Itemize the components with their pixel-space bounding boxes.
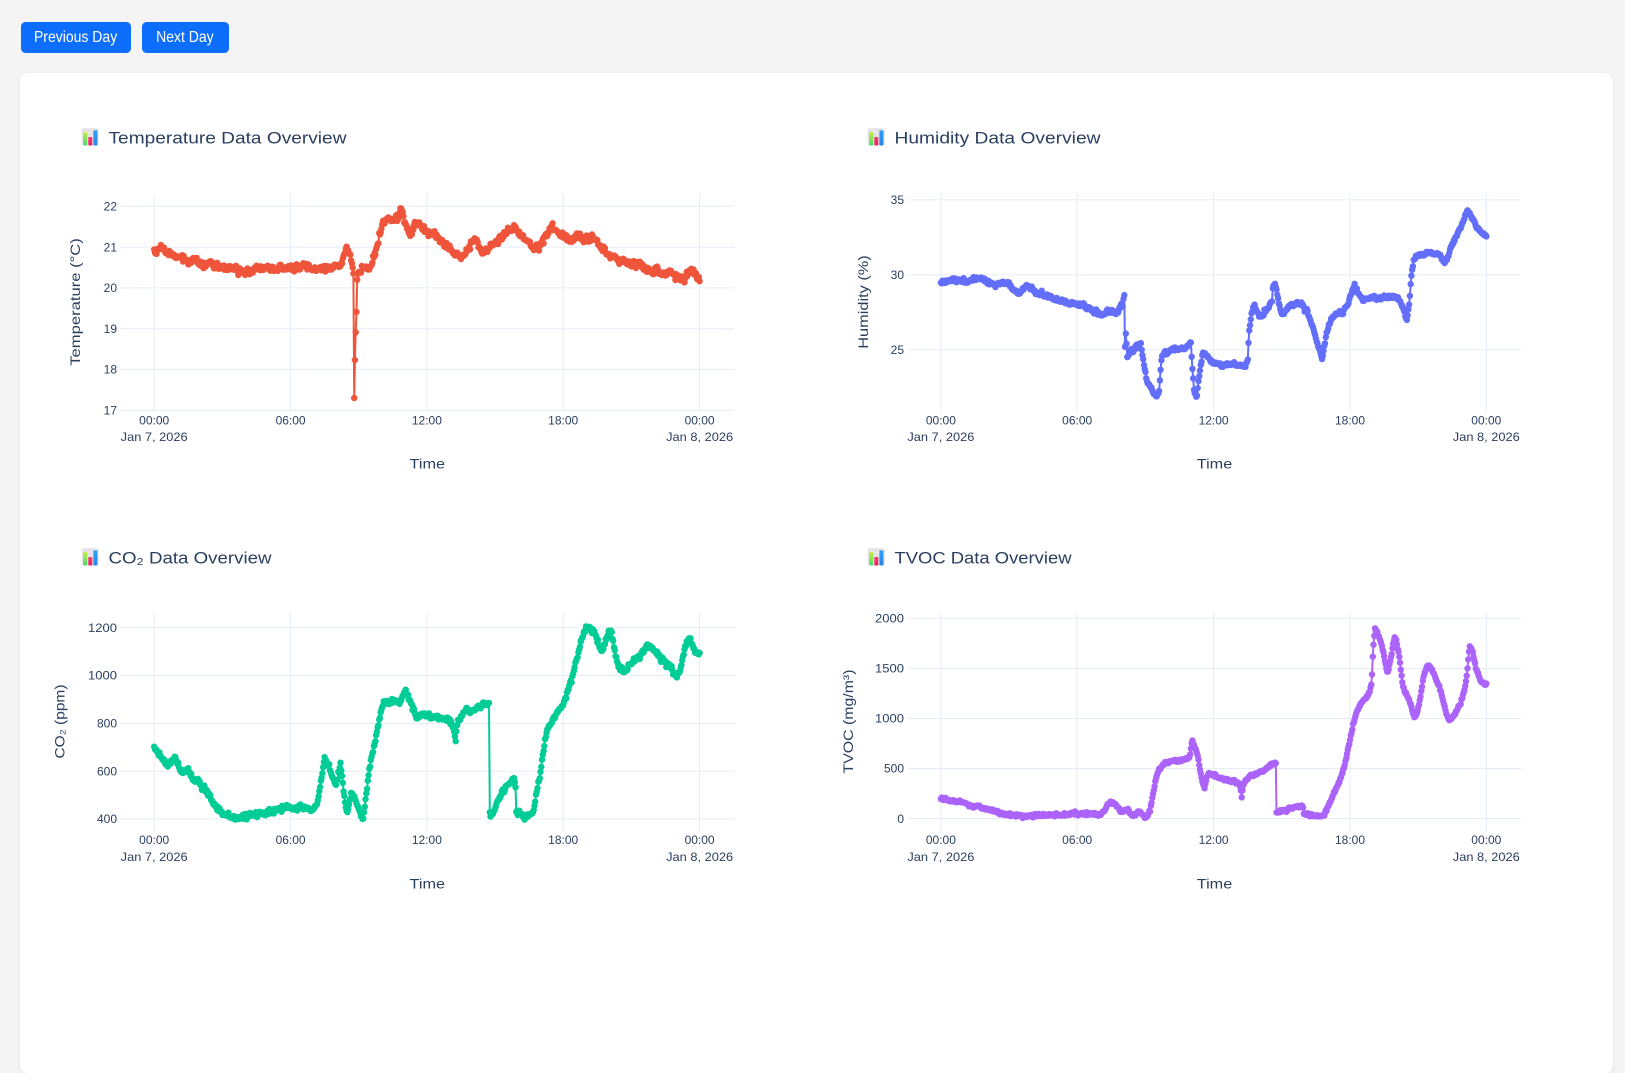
svg-text:00:00: 00:00 bbox=[139, 833, 169, 847]
svg-text:CO₂ Data Overview: CO₂ Data Overview bbox=[109, 549, 273, 568]
svg-text:18: 18 bbox=[104, 363, 118, 377]
svg-text:TVOC Data Overview: TVOC Data Overview bbox=[895, 549, 1073, 568]
svg-text:800: 800 bbox=[97, 717, 117, 731]
svg-text:0: 0 bbox=[897, 812, 904, 826]
svg-text:18:00: 18:00 bbox=[1335, 833, 1365, 847]
svg-text:00:00: 00:00 bbox=[139, 414, 169, 428]
svg-text:22: 22 bbox=[104, 200, 118, 214]
svg-text:00:00: 00:00 bbox=[926, 414, 956, 428]
svg-text:18:00: 18:00 bbox=[1335, 414, 1365, 428]
svg-text:19: 19 bbox=[104, 322, 118, 336]
svg-text:25: 25 bbox=[891, 343, 905, 357]
svg-text:1000: 1000 bbox=[88, 669, 117, 683]
svg-text:1500: 1500 bbox=[875, 662, 904, 676]
svg-text:400: 400 bbox=[97, 812, 117, 826]
svg-text:20: 20 bbox=[104, 281, 118, 295]
svg-text:18:00: 18:00 bbox=[548, 414, 578, 428]
svg-text:00:00: 00:00 bbox=[1471, 833, 1501, 847]
svg-text:Jan 8, 2026: Jan 8, 2026 bbox=[666, 850, 733, 864]
svg-text:Jan 8, 2026: Jan 8, 2026 bbox=[666, 430, 733, 444]
svg-text:1200: 1200 bbox=[88, 621, 117, 635]
svg-text:Humidity (%): Humidity (%) bbox=[855, 255, 871, 349]
svg-text:Humidity Data Overview: Humidity Data Overview bbox=[895, 129, 1102, 148]
svg-text:1000: 1000 bbox=[875, 712, 904, 726]
svg-text:00:00: 00:00 bbox=[1471, 414, 1501, 428]
svg-text:Jan 7, 2026: Jan 7, 2026 bbox=[907, 850, 974, 864]
svg-text:21: 21 bbox=[104, 240, 118, 254]
svg-text:Time: Time bbox=[1197, 456, 1233, 472]
svg-text:12:00: 12:00 bbox=[1199, 833, 1229, 847]
svg-text:00:00: 00:00 bbox=[685, 833, 715, 847]
svg-text:CO₂ (ppm): CO₂ (ppm) bbox=[52, 685, 68, 759]
svg-text:12:00: 12:00 bbox=[412, 833, 442, 847]
svg-text:Jan 7, 2026: Jan 7, 2026 bbox=[907, 430, 974, 444]
svg-text:TVOC (mg/m³): TVOC (mg/m³) bbox=[840, 670, 856, 774]
svg-text:Jan 8, 2026: Jan 8, 2026 bbox=[1453, 430, 1520, 444]
svg-text:06:00: 06:00 bbox=[1062, 833, 1092, 847]
svg-text:12:00: 12:00 bbox=[1199, 414, 1229, 428]
svg-text:30: 30 bbox=[891, 268, 905, 282]
svg-text:35: 35 bbox=[891, 193, 905, 207]
svg-text:17: 17 bbox=[104, 403, 118, 417]
svg-text:06:00: 06:00 bbox=[276, 414, 306, 428]
svg-text:06:00: 06:00 bbox=[1062, 414, 1092, 428]
svg-text:18:00: 18:00 bbox=[548, 833, 578, 847]
svg-text:00:00: 00:00 bbox=[685, 414, 715, 428]
svg-text:Jan 7, 2026: Jan 7, 2026 bbox=[121, 850, 188, 864]
svg-text:06:00: 06:00 bbox=[276, 833, 306, 847]
svg-text:500: 500 bbox=[884, 762, 904, 776]
svg-text:Time: Time bbox=[410, 456, 446, 472]
svg-text:Time: Time bbox=[1197, 876, 1233, 892]
svg-text:Time: Time bbox=[410, 876, 446, 892]
svg-text:00:00: 00:00 bbox=[926, 833, 956, 847]
svg-text:Temperature Data Overview: Temperature Data Overview bbox=[109, 129, 348, 148]
svg-text:Jan 7, 2026: Jan 7, 2026 bbox=[121, 430, 188, 444]
svg-text:2000: 2000 bbox=[875, 612, 904, 626]
svg-text:Jan 8, 2026: Jan 8, 2026 bbox=[1453, 850, 1520, 864]
svg-text:12:00: 12:00 bbox=[412, 414, 442, 428]
svg-text:600: 600 bbox=[97, 765, 117, 779]
svg-text:Temperature (°C): Temperature (°C) bbox=[67, 238, 83, 366]
